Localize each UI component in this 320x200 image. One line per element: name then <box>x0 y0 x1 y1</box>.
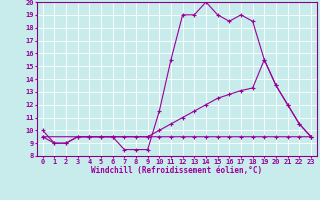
X-axis label: Windchill (Refroidissement éolien,°C): Windchill (Refroidissement éolien,°C) <box>91 166 262 175</box>
